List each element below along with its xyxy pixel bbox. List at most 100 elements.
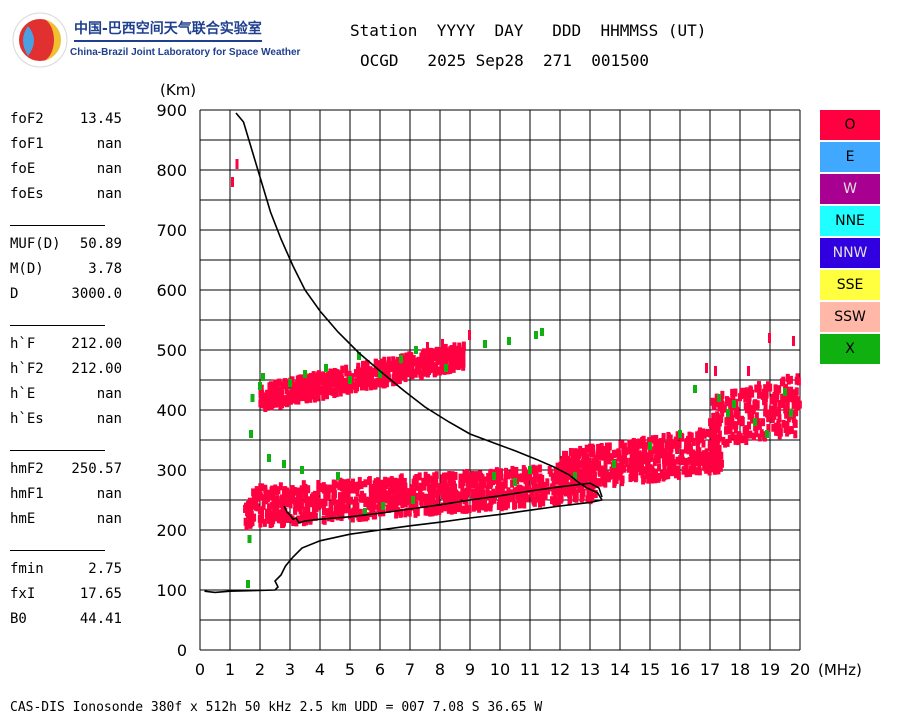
o-mode-mark (760, 418, 765, 427)
o-mode-mark (684, 457, 689, 466)
o-mode-mark (356, 362, 361, 371)
o-mode-mark (292, 382, 297, 391)
o-mode-mark (708, 429, 713, 438)
o-mode-mark (668, 434, 673, 443)
o-mode-mark (624, 459, 629, 468)
o-mode-mark (555, 467, 560, 476)
o-mode-mark (391, 356, 396, 365)
o-mode-mark (626, 464, 631, 473)
y-tick-label: 100 (156, 581, 187, 600)
param-value: nan (96, 186, 122, 202)
o-mode-mark (402, 488, 407, 497)
o-mode-mark (346, 492, 351, 501)
o-mode-mark (756, 381, 761, 390)
x-mode-point (540, 328, 544, 336)
o-mode-mark (301, 480, 306, 489)
o-mode-mark (326, 387, 331, 396)
o-mode-mark (584, 464, 589, 473)
x-mode-point (282, 460, 286, 468)
param-label: h`F (10, 336, 36, 352)
o-mode-mark (651, 435, 656, 444)
o-mode-mark (777, 431, 782, 440)
o-mode-mark (763, 402, 768, 411)
o-mode-mark (316, 386, 321, 395)
x-tick-label: 18 (730, 660, 750, 679)
o-mode-mark (473, 473, 478, 482)
o-mode-mark (265, 400, 270, 409)
o-mode-mark (312, 394, 317, 403)
o-mode-mark (434, 362, 439, 371)
o-mode-mark (426, 367, 431, 376)
x-tick-label: 10 (490, 660, 510, 679)
o-mode-mark (351, 507, 356, 516)
o-mode-mark (592, 471, 597, 480)
o-mode-mark (713, 434, 718, 443)
o-mode-mark (677, 440, 682, 449)
o-mode-point (705, 363, 708, 373)
o-mode-mark (381, 365, 386, 374)
o-mode-mark (737, 431, 742, 440)
param-label: D (10, 286, 19, 302)
o-mode-mark (412, 488, 417, 497)
x-tick-label: 19 (760, 660, 780, 679)
param-value: 17.65 (79, 586, 122, 602)
x-tick-label: 2 (255, 660, 265, 679)
o-mode-mark (297, 503, 302, 512)
o-mode-mark (567, 486, 572, 495)
x-mode-point (726, 409, 730, 417)
o-mode-mark (267, 503, 272, 512)
o-mode-mark (644, 471, 649, 480)
o-mode-mark (467, 505, 472, 514)
o-mode-mark (482, 476, 487, 485)
o-mode-mark (294, 518, 299, 527)
o-mode-mark (344, 364, 349, 373)
o-mode-mark (689, 433, 694, 442)
o-mode-mark (322, 377, 327, 386)
o-mode-mark (748, 405, 753, 414)
o-mode-mark (347, 370, 352, 379)
o-mode-mark (329, 484, 334, 493)
o-mode-mark (360, 490, 365, 499)
o-mode-mark (698, 427, 703, 436)
param-label: hmF2 (10, 461, 44, 477)
param-divider (10, 225, 105, 226)
o-mode-mark (675, 446, 680, 455)
y-tick-label: 800 (156, 161, 187, 180)
o-mode-mark (774, 427, 779, 436)
o-mode-mark (771, 423, 776, 432)
o-mode-mark (280, 506, 285, 515)
o-mode-mark (726, 398, 731, 407)
o-mode-mark (772, 400, 777, 409)
o-mode-mark (445, 350, 450, 359)
o-mode-mark (268, 520, 273, 529)
x-mode-point (612, 460, 616, 468)
o-mode-mark (271, 487, 276, 496)
o-mode-mark (267, 382, 272, 391)
o-mode-mark (419, 483, 424, 492)
o-mode-mark (662, 472, 667, 481)
o-mode-mark (474, 500, 479, 509)
y-tick-label: 500 (156, 341, 187, 360)
o-mode-mark (425, 362, 430, 371)
o-mode-mark (710, 454, 715, 463)
chart-ticks: 0 1 2 3 4 5 6 7 8 9 10 11 12 13 14 15 16 17 18 19 2001002003… (156, 101, 810, 679)
o-mode-mark (620, 460, 625, 469)
o-mode-mark (772, 392, 777, 401)
o-mode-mark (354, 485, 359, 494)
chart-curves (204, 112, 604, 594)
o-mode-mark (319, 386, 324, 395)
x-tick-label: 12 (550, 660, 570, 679)
o-mode-mark (366, 378, 371, 387)
o-mode-mark (564, 476, 569, 485)
o-mode-mark (324, 391, 329, 400)
x-tick-label: 17 (700, 660, 720, 679)
o-mode-mark (731, 393, 736, 402)
o-mode-mark (420, 492, 425, 501)
o-mode-mark (304, 393, 309, 402)
o-mode-mark (358, 369, 363, 378)
x-mode-point (348, 376, 352, 384)
o-mode-mark (579, 494, 584, 503)
o-mode-mark (419, 497, 424, 506)
o-mode-mark (590, 474, 595, 483)
o-mode-mark (306, 496, 311, 505)
